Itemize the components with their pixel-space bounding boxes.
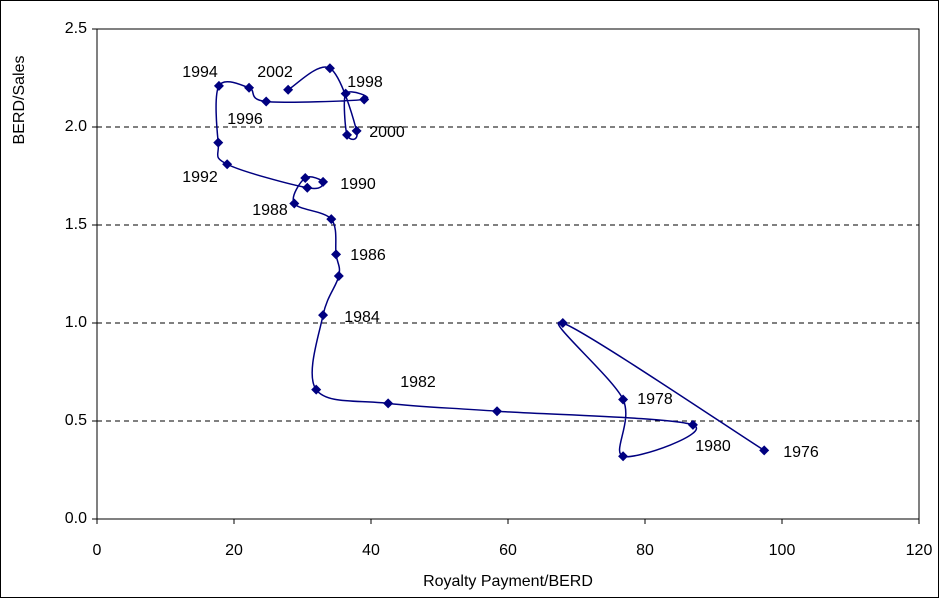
point — [222, 159, 233, 170]
point — [311, 384, 322, 395]
x-tick-label: 20 — [225, 542, 243, 559]
annotation: 1986 — [350, 247, 386, 264]
y-tick-label: 1.5 — [65, 216, 87, 233]
annotation: 1996 — [227, 111, 263, 128]
point — [759, 445, 770, 456]
point — [618, 451, 629, 462]
annotation: 1990 — [340, 176, 376, 193]
annotation: 1992 — [182, 169, 218, 186]
point — [687, 419, 698, 430]
point — [261, 96, 272, 107]
annotation: 1998 — [347, 74, 383, 91]
x-tick-label: 60 — [499, 542, 517, 559]
point — [342, 129, 353, 140]
y-tick-label: 1.0 — [65, 314, 87, 331]
point — [326, 214, 337, 225]
point — [492, 406, 503, 417]
x-axis-label: Royalty Payment/BERD — [423, 573, 593, 590]
point — [557, 318, 568, 328]
point — [318, 176, 329, 187]
point — [324, 63, 335, 74]
y-tick-label: 2.0 — [65, 118, 87, 135]
x-tick-label: 100 — [769, 542, 796, 559]
point — [213, 137, 224, 148]
point — [244, 82, 255, 93]
point — [302, 182, 313, 193]
point — [359, 94, 370, 105]
point — [351, 125, 362, 136]
x-tick-label: 80 — [636, 542, 654, 559]
point — [331, 249, 342, 260]
point — [283, 84, 294, 95]
annotation: 1980 — [695, 438, 731, 455]
y-axis-label: BERD/Sales — [11, 56, 28, 145]
annotation: 1982 — [400, 374, 436, 391]
y-tick-label: 0.0 — [65, 510, 87, 527]
point — [289, 198, 300, 209]
annotation: 1994 — [182, 64, 218, 81]
x-tick-label: 40 — [362, 542, 380, 559]
point — [318, 310, 329, 321]
annotation: 2002 — [257, 64, 293, 81]
point — [618, 394, 629, 405]
point — [213, 80, 224, 91]
annotation: 1978 — [637, 391, 673, 408]
point — [300, 172, 311, 183]
annotation: 1984 — [344, 309, 380, 326]
annotation: 2000 — [369, 124, 405, 141]
annotation: 1988 — [252, 202, 288, 219]
point — [333, 270, 344, 281]
y-tick-label: 0.5 — [65, 412, 87, 429]
y-tick-label: 2.5 — [65, 20, 87, 37]
x-tick-label: 0 — [93, 542, 102, 559]
point — [383, 398, 394, 409]
point — [340, 88, 351, 99]
x-tick-label: 120 — [906, 542, 933, 559]
series-line — [215, 66, 765, 458]
annotation: 1976 — [783, 444, 819, 461]
